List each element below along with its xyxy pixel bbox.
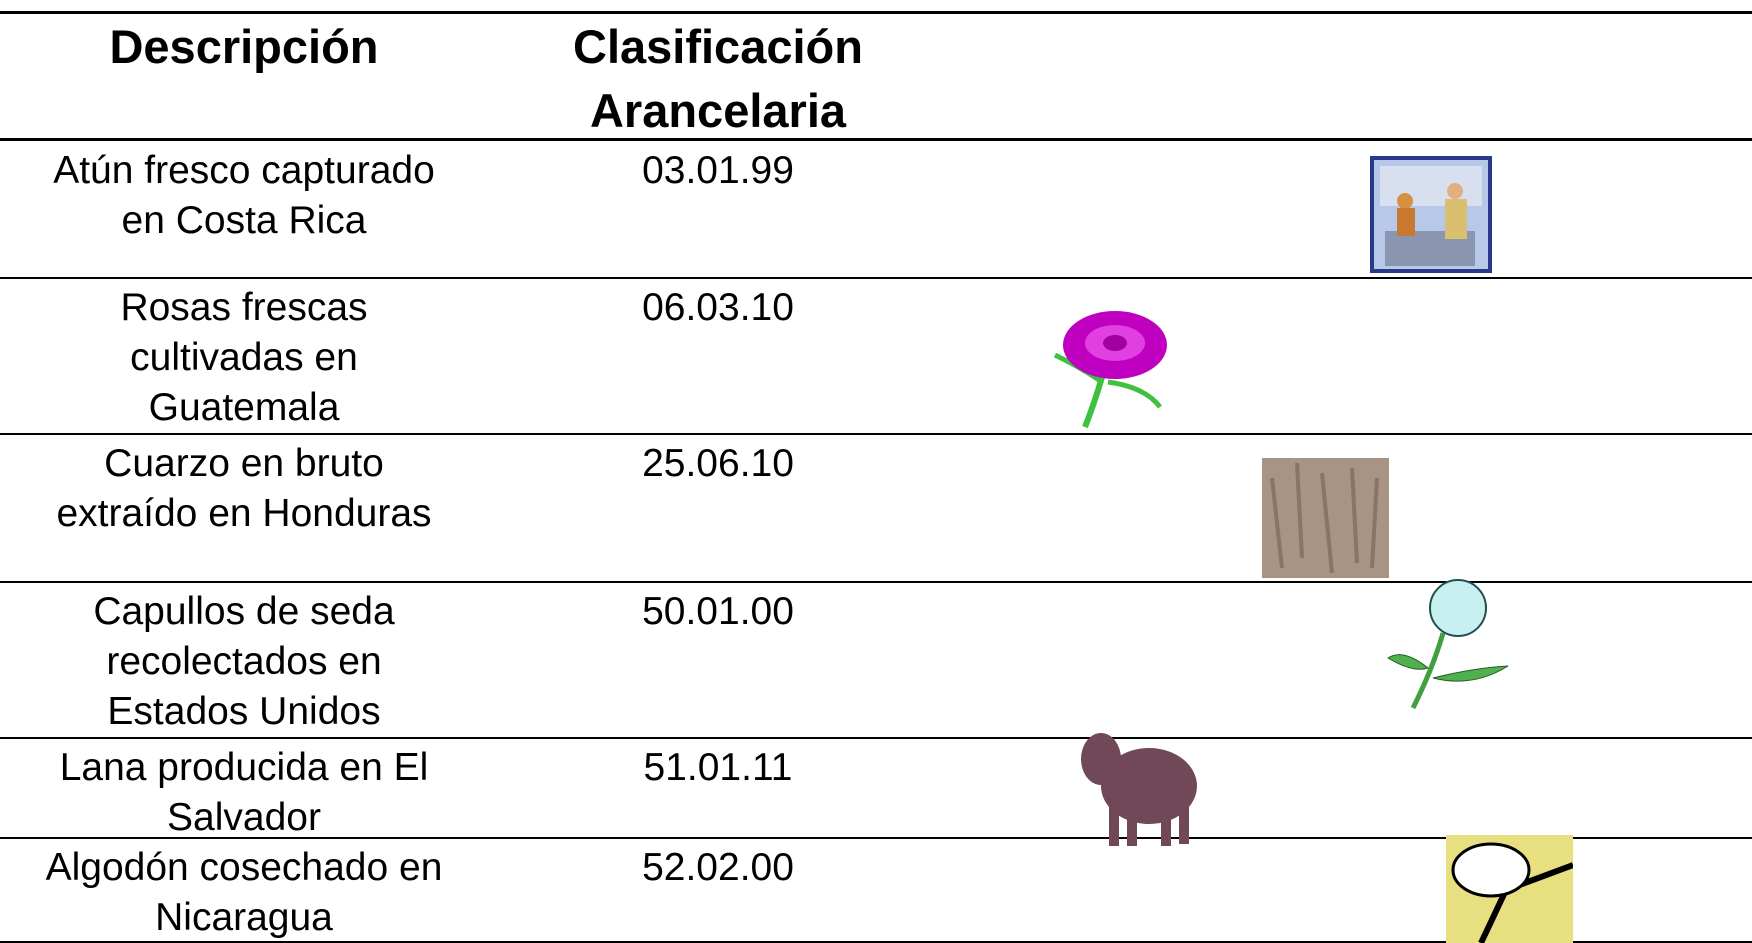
description-line: Capullos de seda — [93, 590, 395, 633]
code-cell: 52.02.00 — [520, 843, 916, 893]
quartz-icon — [1262, 458, 1389, 578]
description-line: cultivadas en — [130, 336, 358, 379]
description-line: Atún fresco capturado — [53, 149, 435, 192]
fishing-icon — [1370, 156, 1492, 273]
code-text: 03.01.99 — [642, 149, 794, 192]
rose-icon — [1053, 311, 1167, 429]
description-cell: Lana producida en El Salvador — [0, 743, 488, 843]
cotton-icon — [1446, 835, 1573, 943]
header-text: Arancelaria — [589, 84, 847, 137]
description-cell: Cuarzo en bruto extraído en Honduras — [0, 439, 488, 539]
description-line: Guatemala — [148, 386, 340, 429]
code-cell: 50.01.00 — [520, 587, 916, 637]
code-text: 51.01.11 — [643, 746, 793, 789]
description-line: Lana producida en El — [59, 746, 429, 789]
description-line: Nicaragua — [155, 896, 333, 939]
description-line: extraído en Honduras — [56, 492, 432, 535]
description-line: Rosas frescas — [120, 286, 368, 329]
rule — [0, 433, 1752, 435]
description-line: Algodón cosechado en — [45, 846, 443, 889]
flower-icon — [1387, 579, 1509, 710]
header-classification: Clasificación Arancelaria — [520, 15, 916, 143]
rule — [0, 581, 1752, 583]
description-line: Salvador — [167, 796, 321, 839]
code-text: 25.06.10 — [642, 442, 794, 485]
code-cell: 25.06.10 — [520, 439, 916, 489]
header-text: Descripción — [109, 20, 379, 73]
description-line: recolectados en — [106, 640, 382, 683]
description-line: en Costa Rica — [121, 199, 367, 242]
header-description: Descripción — [0, 15, 488, 79]
rule — [0, 11, 1752, 14]
description-cell: Rosas frescas cultivadas en Guatemala — [0, 283, 488, 433]
description-cell: Algodón cosechado en Nicaragua — [0, 843, 488, 943]
code-cell: 06.03.10 — [520, 283, 916, 333]
code-cell: 51.01.11 — [520, 743, 916, 793]
rule — [0, 837, 1752, 839]
code-text: 06.03.10 — [642, 286, 794, 329]
header-text: Clasificación — [573, 20, 863, 73]
sheep-icon — [1081, 733, 1197, 846]
code-text: 52.02.00 — [642, 846, 794, 889]
description-line: Estados Unidos — [107, 690, 381, 733]
code-cell: 03.01.99 — [520, 146, 916, 196]
rule — [0, 138, 1752, 141]
code-text: 50.01.00 — [642, 590, 794, 633]
rule — [0, 737, 1752, 739]
rule — [0, 941, 1752, 943]
description-line: Cuarzo en bruto — [104, 442, 384, 485]
rule — [0, 277, 1752, 279]
description-cell: Atún fresco capturado en Costa Rica — [0, 146, 488, 246]
description-cell: Capullos de seda recolectados en Estados U… — [0, 587, 488, 737]
